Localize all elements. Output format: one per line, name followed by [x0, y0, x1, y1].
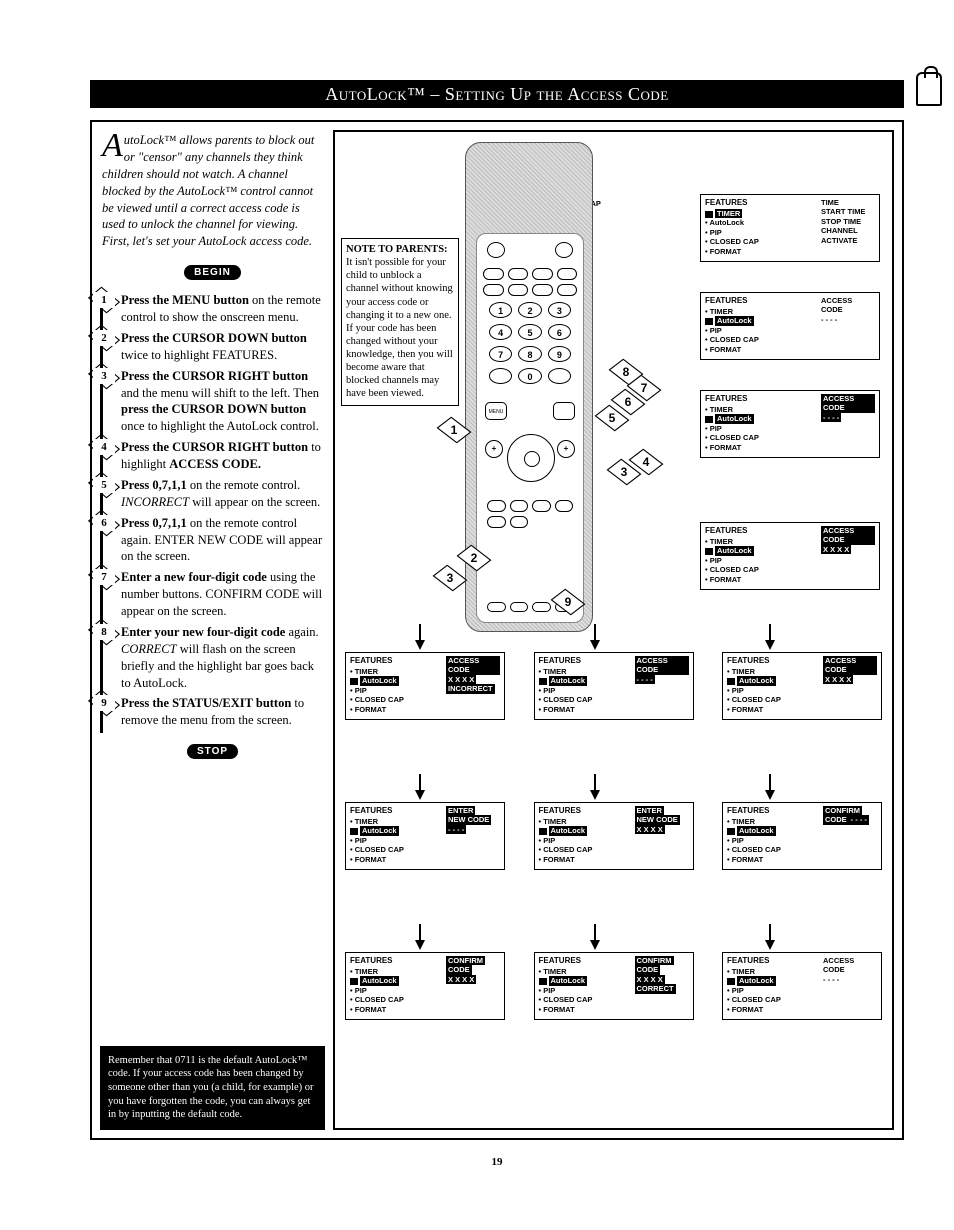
note-title: NOTE TO PARENTS:	[346, 244, 448, 255]
step-4: 4 Press the CURSOR RIGHT button to highl…	[100, 439, 325, 477]
diagram-panel: PICTURESOUND▶FEATURESINSTALL TIMERAutoLo…	[333, 130, 894, 1130]
callout-3r: 3	[613, 464, 635, 480]
step-number: 5	[93, 477, 115, 493]
features-panel: FEATURESTIMERAutoLockPIPCLOSED CAPFORMAT…	[700, 522, 880, 590]
features-panel: FEATURESTIMERAutoLockPIPCLOSED CAPFORMAT…	[534, 802, 694, 870]
step-text: Press 0,7,1,1 on the remote control. INC…	[121, 477, 325, 511]
stop-badge: STOP	[187, 744, 238, 759]
callout-8: 8	[615, 364, 637, 380]
remember-box: Remember that 0711 is the default AutoLo…	[100, 1046, 325, 1130]
step-text: Press the CURSOR RIGHT button to highlig…	[121, 439, 325, 473]
step-text: Enter a new four-digit code using the nu…	[121, 569, 325, 620]
cursor-pad[interactable]	[507, 434, 555, 482]
step-9: 9 Press the STATUS/EXIT button to remove…	[100, 695, 325, 733]
step-number: 2	[93, 330, 115, 346]
features-panel: FEATURESTIMERAutoLockPIPCLOSED CAPFORMAT…	[700, 194, 880, 262]
callout-3l: 3	[439, 570, 461, 586]
step-text: Press the CURSOR DOWN button twice to hi…	[121, 330, 325, 364]
step-text: Press the CURSOR RIGHT button and the me…	[121, 368, 325, 436]
note-body: It isn't possible for your child to unbl…	[346, 257, 453, 399]
callout-6: 6	[617, 394, 639, 410]
step-5: 5 Press 0,7,1,1 on the remote control. I…	[100, 477, 325, 515]
step-text: Press 0,7,1,1 on the remote control agai…	[121, 515, 325, 566]
callout-9: 9	[557, 594, 579, 610]
step-3: 3 Press the CURSOR RIGHT button and the …	[100, 368, 325, 440]
intro-text: AutoLock™ allows parents to block out or…	[100, 130, 325, 254]
step-7: 7 Enter a new four-digit code using the …	[100, 569, 325, 624]
features-panel: FEATURESTIMERAutoLockPIPCLOSED CAPFORMAT…	[534, 952, 694, 1020]
features-panel: FEATURESTIMERAutoLockPIPCLOSED CAPFORMAT…	[722, 802, 882, 870]
callout-7: 7	[633, 380, 655, 396]
features-panel: FEATURESTIMERAutoLockPIPCLOSED CAPFORMAT…	[700, 390, 880, 458]
step-number: 3	[93, 368, 115, 384]
remote-face: 1 2 3 4 5 6 7 8 9 0 MENU	[476, 233, 584, 623]
features-panel: FEATURESTIMERAutoLockPIPCLOSED CAPFORMAT…	[722, 652, 882, 720]
begin-badge: BEGIN	[184, 265, 241, 280]
step-number: 9	[93, 695, 115, 711]
callout-5: 5	[601, 410, 623, 426]
instructions-column: AutoLock™ allows parents to block out or…	[100, 130, 325, 1130]
step-number: 8	[93, 624, 115, 640]
callout-2: 2	[463, 550, 485, 566]
features-panel: FEATURESTIMERAutoLockPIPCLOSED CAPFORMAT…	[345, 952, 505, 1020]
step-text: Press the MENU button on the remote cont…	[121, 292, 325, 326]
page-header: AutoLock™ – Setting Up the Access Code	[90, 80, 904, 108]
step-text: Press the STATUS/EXIT button to remove t…	[121, 695, 325, 729]
step-8: 8 Enter your new four-digit code again. …	[100, 624, 325, 696]
step-number: 1	[93, 292, 115, 308]
features-panel: FEATURESTIMERAutoLockPIPCLOSED CAPFORMAT…	[345, 652, 505, 720]
step-number: 6	[93, 515, 115, 531]
step-1: 1 Press the MENU button on the remote co…	[100, 292, 325, 330]
note-to-parents: NOTE TO PARENTS: It isn't possible for y…	[341, 238, 459, 406]
menu-button[interactable]: MENU	[485, 402, 507, 420]
features-panel: FEATURESTIMERAutoLockPIPCLOSED CAPFORMAT…	[534, 652, 694, 720]
lock-icon	[916, 72, 942, 106]
header-title: AutoLock™ – Setting Up the Access Code	[325, 84, 668, 104]
step-number: 7	[93, 569, 115, 585]
callout-1: 1	[443, 422, 465, 438]
intro-body: utoLock™ allows parents to block out or …	[102, 133, 314, 248]
step-2: 2 Press the CURSOR DOWN button twice to …	[100, 330, 325, 368]
features-panel: FEATURESTIMERAutoLockPIPCLOSED CAPFORMAT…	[700, 292, 880, 360]
main-frame: AutoLock™ allows parents to block out or…	[90, 120, 904, 1140]
step-number: 4	[93, 439, 115, 455]
features-panel: FEATURESTIMERAutoLockPIPCLOSED CAPFORMAT…	[345, 802, 505, 870]
callout-4: 4	[635, 454, 657, 470]
step-6: 6 Press 0,7,1,1 on the remote control ag…	[100, 515, 325, 570]
page-number: 19	[90, 1156, 904, 1168]
step-text: Enter your new four-digit code again. CO…	[121, 624, 325, 692]
features-panel: FEATURESTIMERAutoLockPIPCLOSED CAPFORMAT…	[722, 952, 882, 1020]
